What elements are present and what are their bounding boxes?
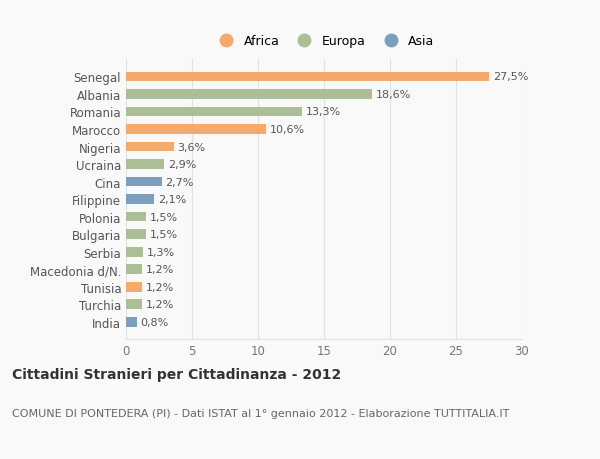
- Text: 13,3%: 13,3%: [305, 107, 341, 117]
- Bar: [126, 160, 164, 169]
- Bar: [126, 230, 146, 240]
- Legend: Africa, Europa, Asia: Africa, Europa, Asia: [211, 32, 437, 50]
- Text: 1,3%: 1,3%: [147, 247, 175, 257]
- Bar: [126, 282, 142, 292]
- Text: 0,8%: 0,8%: [140, 317, 169, 327]
- Text: 1,2%: 1,2%: [146, 265, 174, 274]
- Bar: [126, 107, 302, 117]
- Bar: [126, 73, 489, 82]
- Text: COMUNE DI PONTEDERA (PI) - Dati ISTAT al 1° gennaio 2012 - Elaborazione TUTTITAL: COMUNE DI PONTEDERA (PI) - Dati ISTAT al…: [12, 409, 509, 419]
- Text: 1,5%: 1,5%: [150, 212, 178, 222]
- Bar: [126, 195, 154, 204]
- Bar: [126, 177, 161, 187]
- Text: 18,6%: 18,6%: [376, 90, 411, 100]
- Text: 1,2%: 1,2%: [146, 282, 174, 292]
- Text: 1,5%: 1,5%: [150, 230, 178, 240]
- Text: Cittadini Stranieri per Cittadinanza - 2012: Cittadini Stranieri per Cittadinanza - 2…: [12, 367, 341, 381]
- Bar: [126, 300, 142, 309]
- Bar: [126, 265, 142, 274]
- Bar: [126, 213, 146, 222]
- Text: 2,9%: 2,9%: [168, 160, 197, 170]
- Text: 1,2%: 1,2%: [146, 300, 174, 310]
- Bar: [126, 125, 266, 134]
- Text: 2,1%: 2,1%: [158, 195, 186, 205]
- Bar: [126, 142, 173, 152]
- Bar: [126, 317, 137, 327]
- Text: 27,5%: 27,5%: [493, 72, 529, 82]
- Bar: [126, 247, 143, 257]
- Text: 3,6%: 3,6%: [178, 142, 206, 152]
- Text: 10,6%: 10,6%: [270, 125, 305, 134]
- Bar: [126, 90, 371, 100]
- Text: 2,7%: 2,7%: [166, 177, 194, 187]
